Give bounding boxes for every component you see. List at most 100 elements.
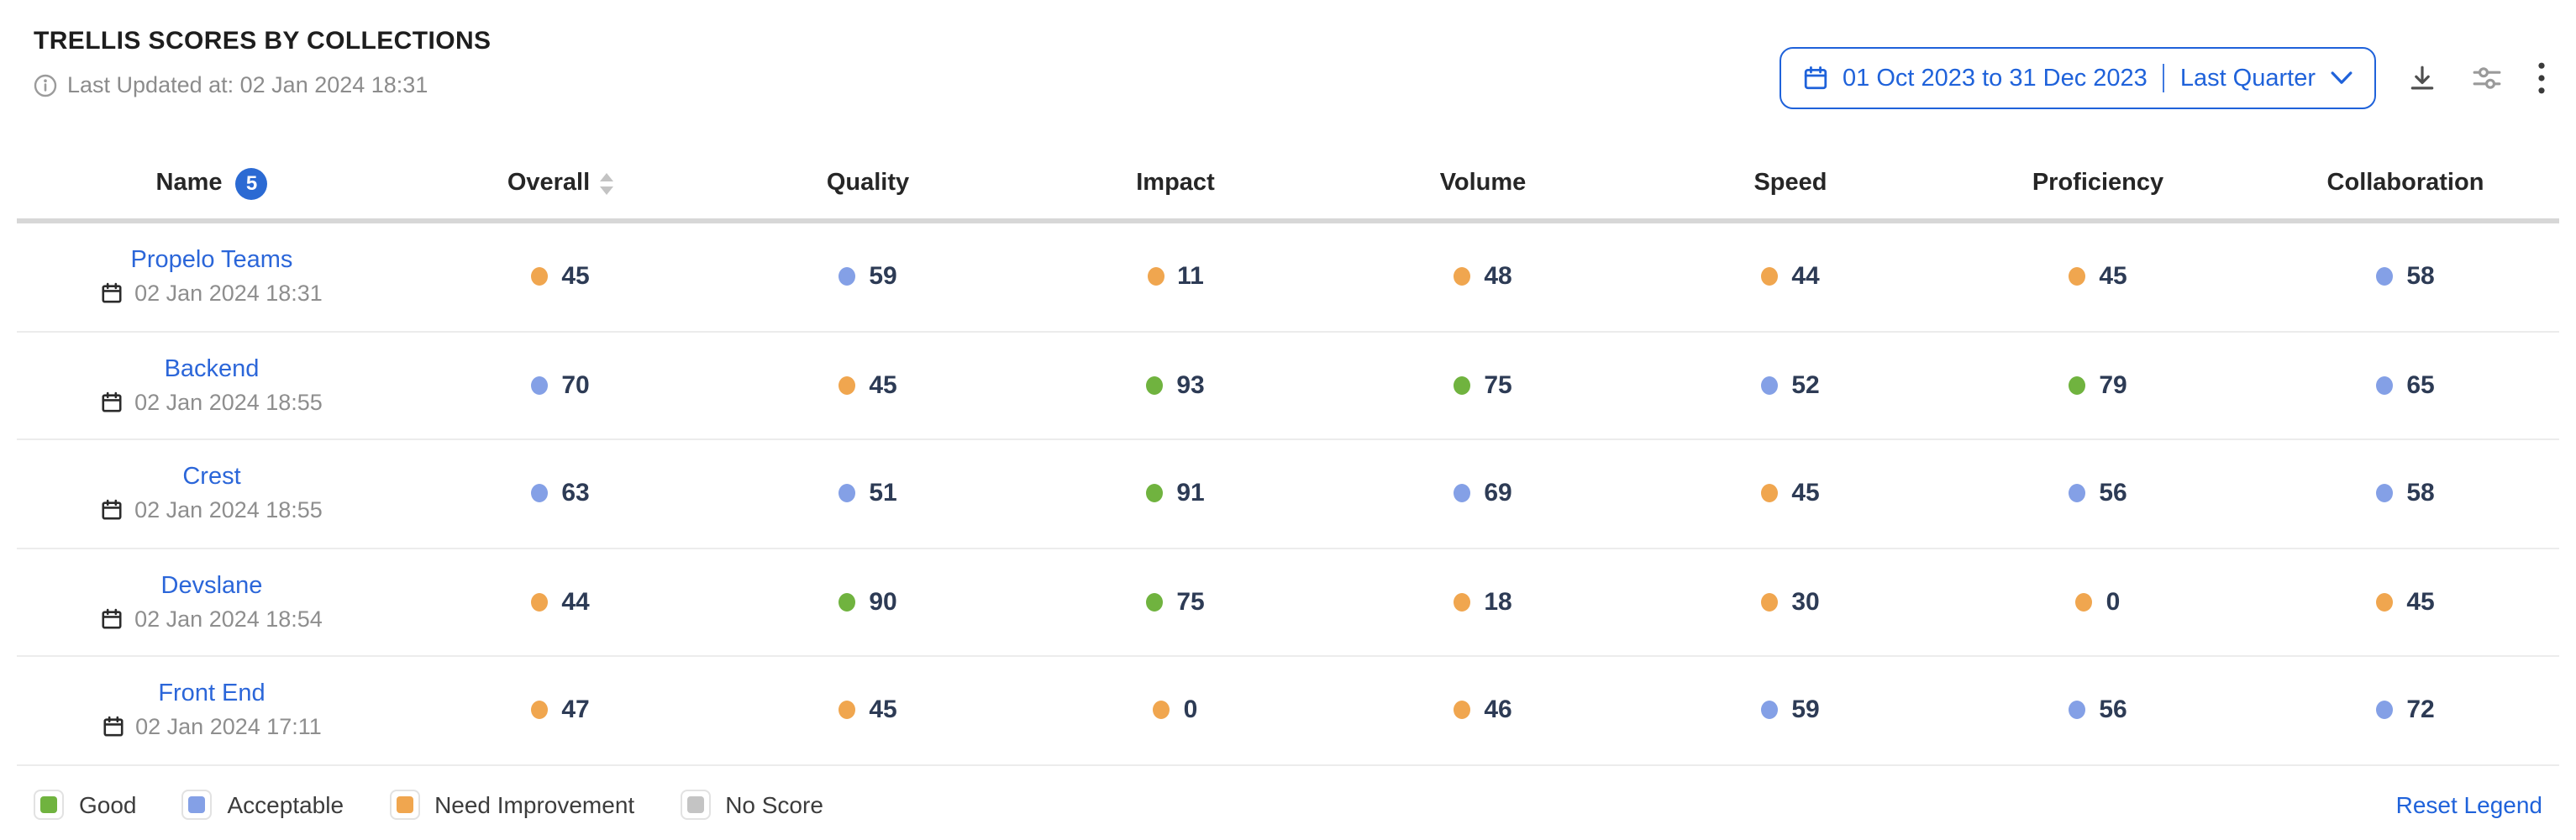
- score-value: 56: [2099, 696, 2127, 725]
- sort-icon[interactable]: [600, 172, 614, 194]
- score-cell-speed[interactable]: 45: [1637, 480, 1944, 508]
- score-cell-volume[interactable]: 75: [1329, 371, 1637, 400]
- score-cell-overall[interactable]: 47: [407, 696, 714, 725]
- date-range-button[interactable]: 01 Oct 2023 to 31 Dec 2023 Last Quarter: [1779, 47, 2376, 109]
- score-cell-collaboration[interactable]: 58: [2252, 480, 2559, 508]
- score-value: 45: [1791, 479, 1820, 508]
- score-value: 44: [1791, 262, 1820, 291]
- score-value: 70: [561, 370, 590, 400]
- score-cell-quality[interactable]: 45: [714, 371, 1022, 400]
- calendar-icon: [102, 391, 122, 412]
- download-button[interactable]: [2405, 60, 2440, 96]
- collection-link[interactable]: Backend: [164, 355, 260, 383]
- score-cell-speed[interactable]: 59: [1637, 696, 1944, 725]
- divider: [2162, 64, 2165, 92]
- sort-desc-icon: [600, 186, 614, 194]
- score-cell-impact[interactable]: 75: [1022, 588, 1329, 617]
- calendar-icon: [1803, 66, 1827, 90]
- score-cell-volume[interactable]: 46: [1329, 696, 1637, 725]
- name-cell: Propelo Teams 02 Jan 2024 18:31: [17, 248, 407, 307]
- score-cell-impact[interactable]: 91: [1022, 480, 1329, 508]
- score-cell-proficiency[interactable]: 45: [1944, 263, 2252, 291]
- score-cell-speed[interactable]: 44: [1637, 263, 1944, 291]
- score-value: 11: [1177, 262, 1204, 291]
- score-value: 0: [2105, 587, 2121, 617]
- score-cell-speed[interactable]: 52: [1637, 371, 1944, 400]
- download-icon: [2410, 66, 2434, 90]
- score-cell-collaboration[interactable]: 58: [2252, 263, 2559, 291]
- legend-label: No Score: [725, 790, 823, 817]
- score-dot: [1761, 484, 1779, 503]
- column-label: Name: [155, 170, 223, 197]
- score-cell-overall[interactable]: 70: [407, 371, 714, 400]
- score-value: 30: [1791, 587, 1820, 617]
- score-cell-collaboration[interactable]: 72: [2252, 696, 2559, 725]
- score-cell-speed[interactable]: 30: [1637, 588, 1944, 617]
- column-header-speed: Speed: [1637, 170, 1944, 197]
- kebab-menu-icon[interactable]: [2534, 59, 2549, 97]
- score-cell-overall[interactable]: 63: [407, 480, 714, 508]
- collection-link[interactable]: Devslane: [160, 572, 263, 600]
- score-value: 90: [869, 587, 897, 617]
- score-cell-volume[interactable]: 69: [1329, 480, 1637, 508]
- score-value: 52: [1791, 370, 1820, 400]
- column-label: Proficiency: [2032, 170, 2164, 197]
- name-cell: Devslane 02 Jan 2024 18:54: [17, 573, 407, 632]
- score-value: 45: [561, 262, 590, 291]
- score-dot: [1761, 701, 1779, 720]
- legend-item-good[interactable]: Good: [34, 789, 137, 819]
- legend-item-no-score[interactable]: No Score: [680, 789, 823, 819]
- widget-settings-button[interactable]: [2468, 60, 2505, 96]
- legend-color-square: [188, 795, 206, 812]
- column-label: Volume: [1439, 170, 1527, 197]
- score-cell-impact[interactable]: 93: [1022, 371, 1329, 400]
- score-value: 18: [1484, 587, 1512, 617]
- column-header-name: Name 5: [17, 167, 407, 199]
- calendar-icon: [102, 283, 122, 304]
- title-block: TRELLIS SCORES BY COLLECTIONS Last Updat…: [34, 27, 491, 97]
- score-value: 51: [869, 479, 897, 508]
- calendar-icon: [102, 500, 122, 521]
- score-cell-proficiency[interactable]: 56: [1944, 480, 2252, 508]
- score-cell-collaboration[interactable]: 65: [2252, 371, 2559, 400]
- reset-legend-link[interactable]: Reset Legend: [2395, 790, 2542, 817]
- legend-item-acceptable[interactable]: Acceptable: [181, 789, 344, 819]
- score-cell-quality[interactable]: 90: [714, 588, 1022, 617]
- legend-item-need-improvement[interactable]: Need Improvement: [389, 789, 634, 819]
- score-cell-impact[interactable]: 0: [1022, 696, 1329, 725]
- score-cell-overall[interactable]: 45: [407, 263, 714, 291]
- score-cell-quality[interactable]: 51: [714, 480, 1022, 508]
- score-dot: [2069, 484, 2086, 503]
- row-updated-text: 02 Jan 2024 17:11: [135, 714, 322, 740]
- scores-table: Name 5 Overall Quality Impact Volume Spe…: [17, 148, 2559, 765]
- row-updated-text: 02 Jan 2024 18:55: [134, 497, 323, 523]
- score-value: 48: [1484, 262, 1512, 291]
- count-badge: 5: [235, 167, 268, 199]
- score-cell-quality[interactable]: 45: [714, 696, 1022, 725]
- column-header-overall[interactable]: Overall: [407, 170, 714, 197]
- score-cell-volume[interactable]: 18: [1329, 588, 1637, 617]
- column-label: Impact: [1136, 170, 1215, 197]
- collection-link[interactable]: Front End: [158, 680, 265, 708]
- score-dot: [2376, 701, 2394, 720]
- score-cell-overall[interactable]: 44: [407, 588, 714, 617]
- score-dot: [2376, 484, 2394, 503]
- score-value: 45: [869, 696, 897, 725]
- row-updated-text: 02 Jan 2024 18:55: [134, 389, 323, 415]
- score-cell-collaboration[interactable]: 45: [2252, 588, 2559, 617]
- column-header-volume: Volume: [1329, 170, 1637, 197]
- score-cell-impact[interactable]: 11: [1022, 263, 1329, 291]
- score-cell-volume[interactable]: 48: [1329, 263, 1637, 291]
- score-cell-proficiency[interactable]: 0: [1944, 588, 2252, 617]
- score-cell-proficiency[interactable]: 79: [1944, 371, 2252, 400]
- column-header-impact: Impact: [1022, 170, 1329, 197]
- collection-link[interactable]: Propelo Teams: [130, 247, 293, 275]
- score-value: 75: [1176, 587, 1205, 617]
- score-value: 65: [2406, 370, 2435, 400]
- date-preset-label: Last Quarter: [2179, 65, 2316, 92]
- collection-link[interactable]: Crest: [182, 464, 241, 491]
- score-cell-proficiency[interactable]: 56: [1944, 696, 2252, 725]
- table-row: Crest 02 Jan 2024 18:55 63 51 91 69 45 5…: [17, 440, 2559, 549]
- score-cell-quality[interactable]: 59: [714, 263, 1022, 291]
- row-updated-text: 02 Jan 2024 18:54: [134, 606, 323, 632]
